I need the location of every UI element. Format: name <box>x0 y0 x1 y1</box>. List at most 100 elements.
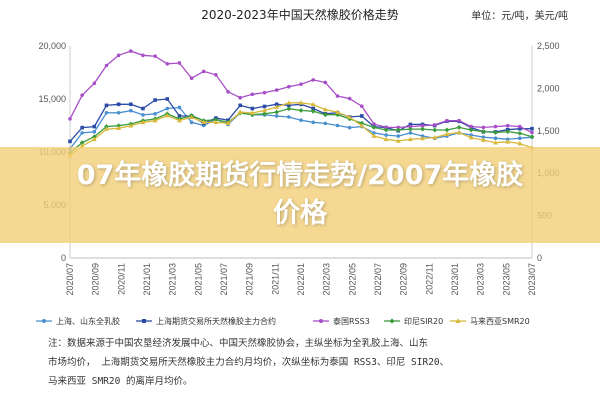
data-point <box>153 54 157 58</box>
data-point <box>214 73 218 77</box>
data-point <box>298 100 304 105</box>
data-point <box>128 102 133 107</box>
data-point <box>213 119 219 125</box>
data-point <box>468 127 474 133</box>
x-tick-label: 2021/01 <box>142 263 152 296</box>
data-point <box>432 123 437 127</box>
legend-item: 上海期货交易所天然橡胶主力合约 <box>136 316 276 326</box>
legend-label: 泰国RSS3 <box>333 316 370 326</box>
data-point <box>518 124 522 129</box>
data-point <box>68 139 72 144</box>
data-point <box>457 118 461 123</box>
data-point <box>250 92 255 97</box>
data-point <box>128 49 133 53</box>
x-tick-label: 2023/01 <box>450 263 460 296</box>
data-point <box>116 53 121 58</box>
data-point <box>408 131 413 135</box>
data-point <box>287 84 291 89</box>
data-point <box>92 124 97 129</box>
data-point <box>274 114 279 118</box>
data-point <box>165 62 170 66</box>
data-point <box>116 110 121 115</box>
x-tick-label: 2022/05 <box>347 263 357 296</box>
data-point <box>189 120 194 125</box>
data-point <box>445 118 449 123</box>
data-point <box>493 140 498 145</box>
data-point <box>238 103 243 108</box>
data-point <box>372 131 376 135</box>
banner-title: 07年橡胶期货行情走势/2007年橡胶价格 <box>76 160 524 229</box>
data-point <box>286 100 292 105</box>
data-point <box>371 133 377 138</box>
right-tick-label: 2,000 <box>537 83 560 93</box>
note-line-3: 马来西亚 SMR20 的离岸月均价。 <box>48 375 193 387</box>
data-point <box>469 124 474 129</box>
data-point <box>287 103 291 108</box>
left-tick-label: 15,000 <box>38 94 66 104</box>
data-point <box>79 140 85 146</box>
data-point <box>319 319 323 323</box>
data-point <box>287 115 291 119</box>
data-point <box>359 114 364 118</box>
data-point <box>432 127 438 133</box>
data-point <box>456 125 462 130</box>
x-tick-label: 2023/07 <box>527 263 537 296</box>
data-point <box>335 109 340 114</box>
data-point <box>310 101 316 107</box>
legend-item: 马来西亚SMR20 <box>450 317 530 326</box>
data-point <box>347 114 353 120</box>
data-point <box>189 114 194 120</box>
data-point <box>80 93 84 97</box>
x-tick-label: 2020/07 <box>65 263 75 296</box>
data-point <box>249 110 255 115</box>
data-point <box>286 106 292 112</box>
data-point <box>517 130 523 136</box>
data-point <box>480 129 486 135</box>
data-point <box>517 140 523 146</box>
data-point <box>359 123 365 128</box>
data-point <box>91 136 97 142</box>
data-point <box>396 134 401 138</box>
data-point <box>80 125 84 130</box>
data-point <box>238 95 243 100</box>
data-point <box>189 76 194 81</box>
data-point <box>505 129 511 135</box>
right-tick-label: 2,500 <box>537 41 560 51</box>
data-point <box>493 130 498 135</box>
note-line-2: 市场均价， 上海期货交易所天然橡胶主力合约月均价，次纵坐标为泰国 RSS3、印尼… <box>48 356 449 368</box>
overlay-banner: 07年橡胶期货行情走势/2007年橡胶价格 <box>0 147 600 243</box>
data-point <box>408 122 413 127</box>
data-point <box>165 97 170 101</box>
data-point <box>408 124 413 129</box>
data-point <box>408 126 413 132</box>
x-tick-label: 2021/05 <box>193 263 203 296</box>
data-point <box>153 98 157 102</box>
data-point <box>311 78 315 82</box>
data-point <box>141 53 145 58</box>
data-point <box>432 134 438 140</box>
x-tick-label: 2021/11 <box>270 263 280 295</box>
data-point <box>128 108 133 113</box>
data-point <box>116 125 122 131</box>
data-point <box>104 110 109 115</box>
x-tick-label: 2023/05 <box>501 263 511 296</box>
data-point <box>262 111 267 117</box>
data-point <box>141 106 145 111</box>
data-point <box>311 106 315 111</box>
data-point <box>299 82 303 86</box>
data-point <box>141 113 145 117</box>
data-point <box>250 106 255 111</box>
data-point <box>262 107 267 113</box>
data-point <box>389 318 395 324</box>
data-point <box>408 136 413 142</box>
data-point <box>298 108 304 113</box>
data-point <box>177 114 182 118</box>
data-point <box>395 127 401 133</box>
data-point <box>322 107 328 112</box>
data-point <box>395 138 401 143</box>
data-point <box>530 126 534 131</box>
legend-label: 印尼SIR20 <box>404 317 443 326</box>
data-point <box>383 127 389 133</box>
data-point <box>177 61 182 65</box>
